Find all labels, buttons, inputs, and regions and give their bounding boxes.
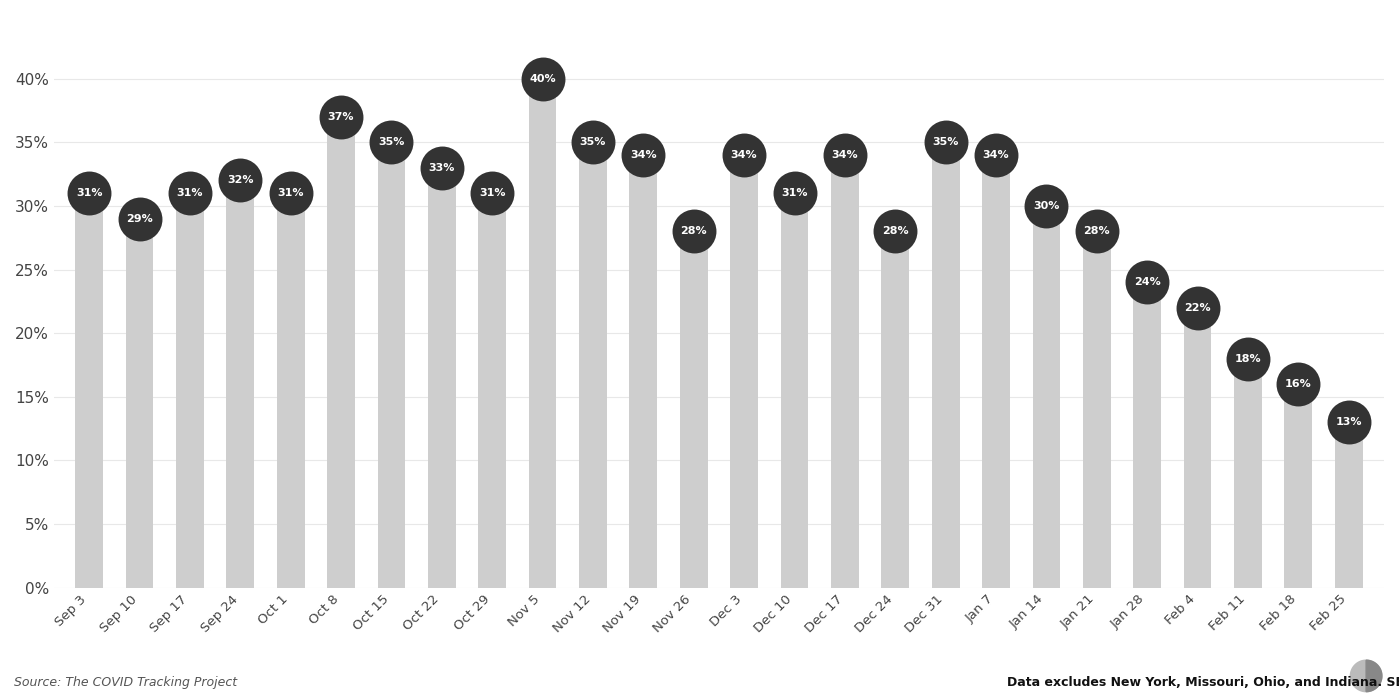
Bar [730, 155, 758, 588]
Point [935, 137, 957, 148]
Bar [1133, 282, 1161, 588]
Point [683, 226, 705, 237]
Text: 33%: 33% [428, 163, 455, 173]
Text: 35%: 35% [378, 137, 404, 147]
Bar [1032, 206, 1060, 588]
Bar [630, 155, 658, 588]
Point [1287, 379, 1309, 390]
Text: 35%: 35% [579, 137, 606, 147]
Bar [1234, 359, 1262, 588]
Text: 28%: 28% [680, 226, 706, 236]
Bar [982, 155, 1010, 588]
Point [632, 150, 655, 161]
Text: 24%: 24% [1133, 278, 1161, 287]
Bar [529, 79, 557, 588]
Point [834, 150, 856, 161]
Point [381, 137, 403, 148]
Point [179, 187, 201, 199]
Text: 29%: 29% [126, 214, 152, 224]
Text: 28%: 28% [1083, 226, 1111, 236]
Bar [781, 193, 809, 588]
Text: 31%: 31% [478, 188, 505, 199]
Bar [378, 143, 406, 588]
Point [330, 111, 353, 122]
Text: 34%: 34% [730, 150, 757, 160]
Text: 28%: 28% [881, 226, 908, 236]
Point [1186, 302, 1209, 313]
Bar [227, 180, 255, 588]
Text: 37%: 37% [327, 112, 354, 122]
Point [783, 187, 806, 199]
Text: 34%: 34% [982, 150, 1009, 160]
Point [733, 150, 755, 161]
Bar [126, 219, 154, 588]
Text: 35%: 35% [933, 137, 958, 147]
Polygon shape [1365, 660, 1382, 692]
Bar [1284, 384, 1312, 588]
Point [1086, 226, 1108, 237]
Bar [932, 143, 960, 588]
Text: 31%: 31% [176, 188, 203, 199]
Point [532, 73, 554, 85]
Point [1237, 353, 1259, 364]
Bar [1335, 422, 1363, 588]
Point [280, 187, 302, 199]
Text: 30%: 30% [1034, 201, 1059, 211]
Bar [327, 117, 355, 588]
Point [985, 150, 1007, 161]
Bar [831, 155, 859, 588]
Text: 31%: 31% [781, 188, 807, 199]
Point [481, 187, 504, 199]
Point [431, 162, 453, 173]
Bar [176, 193, 204, 588]
Text: 40%: 40% [529, 73, 555, 84]
Text: 32%: 32% [227, 175, 253, 185]
Point [582, 137, 604, 148]
Bar [881, 231, 909, 588]
Bar [1083, 231, 1111, 588]
Bar [277, 193, 305, 588]
Text: Source: The COVID Tracking Project: Source: The COVID Tracking Project [14, 675, 236, 689]
Point [129, 213, 151, 224]
Bar [1184, 308, 1212, 588]
Polygon shape [1350, 661, 1382, 691]
Text: 13%: 13% [1336, 417, 1363, 427]
Point [884, 226, 907, 237]
Bar [76, 193, 104, 588]
Bar [428, 168, 456, 588]
Bar [579, 143, 607, 588]
Bar [478, 193, 506, 588]
Text: 31%: 31% [277, 188, 304, 199]
Text: 22%: 22% [1185, 303, 1212, 312]
Text: 31%: 31% [76, 188, 102, 199]
Text: 34%: 34% [831, 150, 858, 160]
Point [1136, 277, 1158, 288]
Text: Data excludes New York, Missouri, Ohio, and Indiana. SEP 3, 2020 - FEB 25, 2021: Data excludes New York, Missouri, Ohio, … [1007, 675, 1399, 689]
Point [1035, 201, 1058, 212]
Bar [680, 231, 708, 588]
Point [78, 187, 101, 199]
Text: 18%: 18% [1235, 354, 1262, 363]
Point [229, 175, 252, 186]
Text: 16%: 16% [1284, 379, 1312, 389]
Text: 34%: 34% [630, 150, 656, 160]
Point [1337, 417, 1360, 428]
